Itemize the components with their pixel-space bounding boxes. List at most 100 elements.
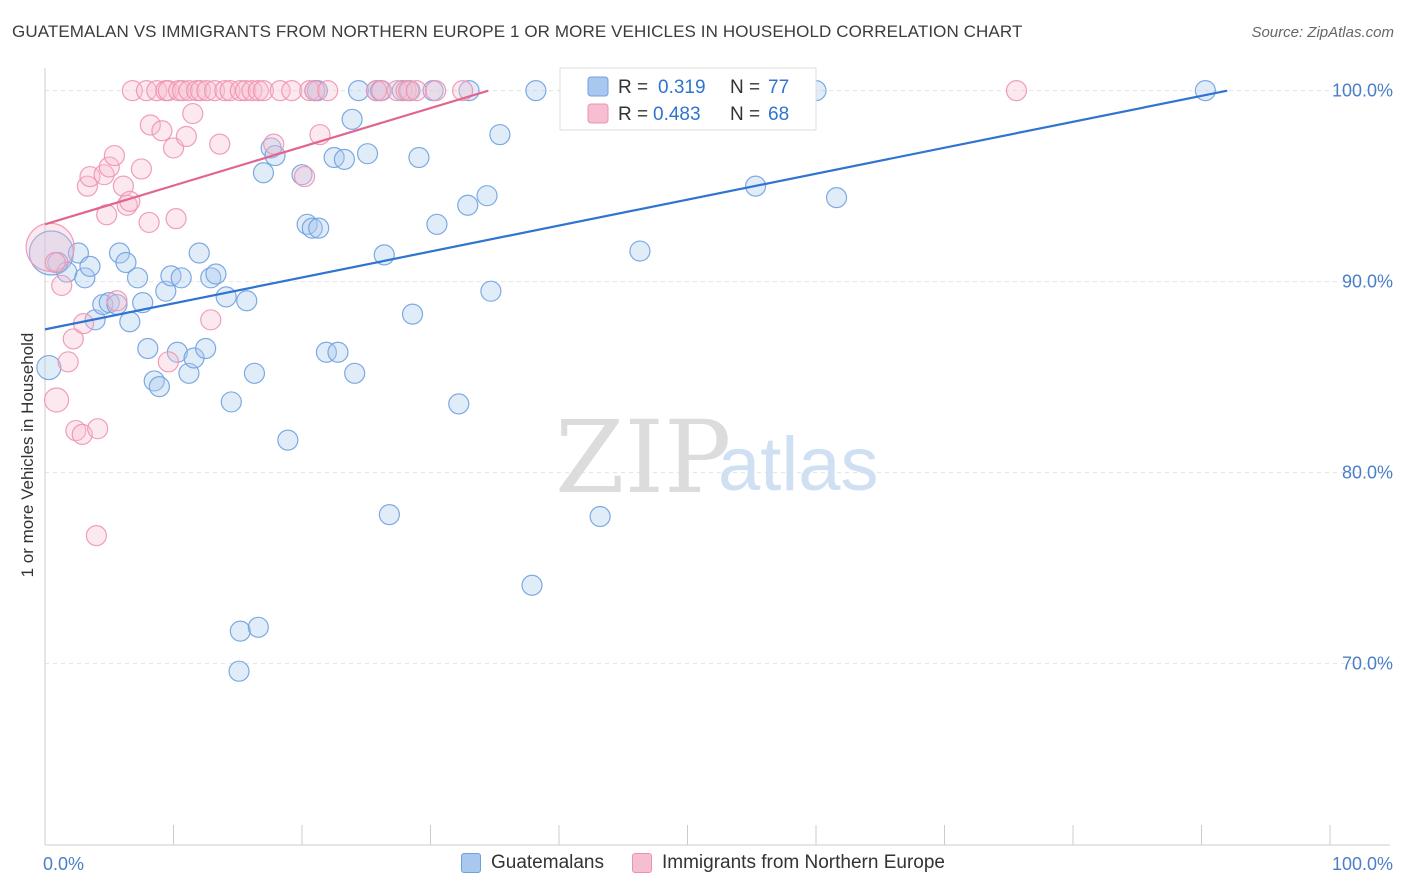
watermark-atlas: atlas — [718, 422, 879, 507]
immigrants-northern-europe-point — [386, 80, 408, 102]
immigrants-northern-europe-point — [452, 80, 474, 102]
guatemalans-point — [170, 267, 192, 289]
immigrants-northern-europe-point — [398, 80, 420, 102]
guatemalans-point — [205, 263, 227, 285]
legend-r-value-pink: 0.483 — [653, 104, 701, 125]
immigrants-northern-europe-point — [252, 80, 275, 102]
immigrants-northern-europe-point — [130, 158, 152, 180]
legend-swatch-pink — [587, 103, 609, 124]
guatemalans-point — [344, 362, 366, 384]
immigrants-northern-europe-point — [263, 133, 285, 155]
guatemalans-point — [243, 362, 266, 384]
immigrants-northern-europe-point — [62, 328, 84, 350]
immigrants-northern-europe-point — [234, 80, 257, 102]
immigrants-northern-europe-point — [299, 80, 321, 102]
series-guatemalans — [28, 80, 1216, 682]
guatemalans-point — [448, 393, 470, 415]
immigrants-northern-europe-point — [175, 125, 197, 148]
immigrants-northern-europe-point — [196, 80, 218, 102]
guatemalans-point — [308, 217, 330, 239]
y-tick-label: 70.0% — [1342, 654, 1393, 674]
correlation-legend: R = 0.319 N = 77 R = 0.483 N = 68 — [559, 67, 817, 131]
guatemalans-point — [229, 620, 251, 642]
immigrants-northern-europe-point — [151, 120, 173, 142]
guatemalans-point — [480, 280, 502, 302]
guatemalans-point — [1194, 80, 1216, 102]
immigrants-northern-europe-point — [44, 251, 66, 274]
guatemalans-point — [589, 505, 611, 528]
immigrants-northern-europe-point — [65, 419, 87, 442]
immigrants-northern-europe-point — [200, 309, 222, 331]
guatemalans-point — [188, 242, 210, 264]
immigrants-northern-europe-point — [43, 387, 70, 413]
guatemalans-point — [277, 429, 299, 451]
guatemalans-point — [252, 162, 275, 184]
chart-title: GUATEMALAN VS IMMIGRANTS FROM NORTHERN E… — [12, 22, 1023, 41]
immigrants-northern-europe-point — [178, 80, 200, 102]
guatemalans-point — [301, 217, 323, 239]
guatemalans-point — [228, 660, 250, 682]
guatemalans-point — [126, 267, 149, 289]
guatemalans-point — [401, 303, 424, 325]
guatemalans-point — [115, 251, 137, 274]
legend-r-label-pink: R = — [618, 104, 648, 125]
immigrants-northern-europe-point — [304, 80, 326, 102]
immigrants-northern-europe-point — [209, 133, 231, 155]
legend-label-immigrants-northern-europe: Immigrants from Northern Europe — [662, 852, 945, 873]
guatemalans-point — [825, 186, 848, 209]
guatemalans-point — [356, 143, 379, 165]
trend-line-guatemalans — [44, 89, 1228, 331]
legend-n-value-blue: 77 — [768, 77, 789, 98]
immigrants-northern-europe-point — [241, 80, 263, 102]
source-credit: Source: ZipAtlas.com — [1251, 24, 1394, 41]
legend-swatch-immigrants-northern-europe — [632, 853, 652, 873]
guatemalans-point — [220, 391, 242, 413]
guatemalans-point — [408, 146, 430, 169]
guatemalans-point — [36, 354, 62, 381]
watermark: ZIP atlas — [555, 399, 879, 516]
immigrants-northern-europe-point — [51, 274, 73, 297]
watermark-zip: ZIP — [555, 399, 731, 516]
tick-labels: 100.0% 90.0% 80.0% 70.0% 0.0% 100.0% — [43, 81, 1393, 874]
guatemalans-point — [426, 213, 448, 235]
series-legend: Guatemalans Immigrants from Northern Eur… — [0, 852, 1406, 874]
immigrants-northern-europe-point — [425, 80, 447, 102]
immigrants-northern-europe-point — [405, 80, 427, 102]
guatemalans-point — [347, 80, 370, 102]
legend-r-value-blue: 0.319 — [658, 77, 706, 98]
legend-label-guatemalans: Guatemalans — [490, 852, 604, 873]
guatemalans-point — [195, 337, 217, 360]
guatemalans-point — [236, 290, 258, 312]
series-immigrants-northern-europe — [25, 80, 1028, 547]
guatemalans-point — [148, 376, 170, 398]
guatemalans-point — [333, 148, 356, 170]
guatemalans-point — [489, 123, 511, 146]
immigrants-northern-europe-point — [247, 80, 269, 102]
guatemalans-point — [315, 341, 338, 363]
immigrants-northern-europe-point — [182, 102, 204, 125]
trend-lines — [44, 89, 1228, 331]
legend-swatch-blue — [587, 76, 609, 97]
immigrants-northern-europe-point — [157, 351, 179, 373]
immigrants-northern-europe-point — [371, 80, 393, 102]
immigrants-northern-europe-point — [281, 80, 303, 102]
immigrants-northern-europe-point — [103, 144, 125, 167]
legend-n-value-pink: 68 — [768, 104, 789, 125]
y-tick-label: 100.0% — [1332, 81, 1393, 101]
legend-item-immigrants-northern-europe: Immigrants from Northern Europe — [632, 852, 945, 874]
legend-r-label-blue: R = — [618, 77, 648, 98]
y-tick-label: 90.0% — [1342, 272, 1393, 292]
guatemalans-point — [67, 242, 90, 264]
guatemalans-point — [476, 185, 498, 207]
immigrants-northern-europe-point — [85, 525, 108, 547]
guatemalans-point — [457, 194, 479, 216]
immigrants-northern-europe-point — [293, 165, 316, 188]
guatemalans-point — [79, 255, 101, 277]
legend-swatch-guatemalans — [460, 853, 481, 873]
axes — [44, 68, 1390, 846]
immigrants-northern-europe-point — [229, 80, 251, 102]
immigrants-northern-europe-point — [269, 80, 291, 102]
guatemalans-point — [327, 341, 349, 363]
guatemalans-point — [247, 616, 269, 638]
